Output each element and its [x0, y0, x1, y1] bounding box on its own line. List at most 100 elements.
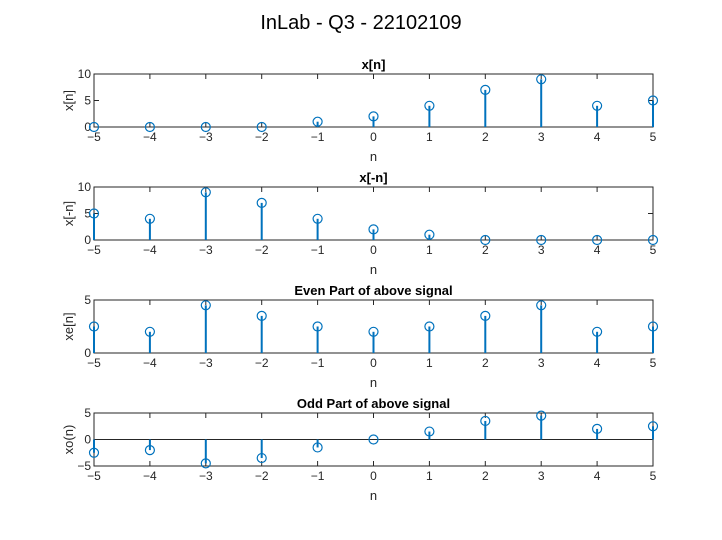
subplot-title: x[n] — [362, 57, 386, 72]
x-tick-label: 4 — [594, 243, 601, 257]
subplot-1: x[n] −5 −4 −3 −2 −1 0 1 2 3 4 5 0 5 10 n x[n] — [61, 57, 659, 164]
stem-marker — [591, 234, 603, 246]
stem-marker — [88, 121, 100, 133]
x-tick-label: 4 — [594, 469, 601, 483]
stem-marker — [88, 321, 100, 332]
x-tick-label: 5 — [650, 356, 657, 370]
y-tick-label: 0 — [84, 433, 91, 447]
stem-marker — [647, 321, 659, 332]
x-tick-label: −5 — [87, 243, 101, 257]
y-tick-label: 10 — [78, 67, 92, 81]
stem-marker — [536, 410, 547, 421]
x-tick-label: 4 — [594, 356, 601, 370]
subplot-2: x[-n] −5 −4 −3 −2 −1 0 1 2 3 4 5 0 5 10 n x[-n] — [61, 170, 659, 277]
x-tick-label: 0 — [370, 130, 377, 144]
stem-marker — [424, 229, 435, 240]
x-axis-label: n — [370, 375, 377, 390]
x-axis-label: n — [370, 149, 377, 164]
stem-marker — [480, 234, 491, 246]
x-tick-label: −1 — [311, 130, 325, 144]
x-tick-label: −1 — [311, 243, 325, 257]
figure-suptitle: InLab - Q3 - 22102109 — [260, 12, 461, 34]
x-tick-label: 5 — [650, 130, 657, 144]
stem-marker — [312, 442, 323, 453]
y-tick-label: 5 — [84, 406, 91, 420]
x-tick-label: −4 — [143, 469, 157, 483]
x-axis-label: n — [370, 262, 377, 277]
stem-marker — [200, 300, 211, 311]
y-axis-label: x[n] — [61, 90, 76, 111]
stem-marker — [144, 121, 155, 133]
y-axis-label: x[-n] — [61, 201, 76, 226]
x-tick-label: −3 — [199, 243, 213, 257]
y-tick-label: 5 — [84, 207, 91, 221]
x-tick-label: −1 — [311, 356, 325, 370]
x-tick-label: 2 — [482, 130, 489, 144]
stem-marker — [591, 326, 603, 337]
stem-marker — [368, 111, 379, 122]
stem-marker — [88, 208, 100, 219]
x-tick-label: −5 — [87, 356, 101, 370]
stem-marker — [480, 415, 491, 427]
stem-marker — [424, 426, 435, 437]
x-tick-label: −2 — [255, 130, 269, 144]
x-tick-label: −5 — [87, 469, 101, 483]
y-axis-label: xe[n] — [61, 312, 76, 340]
x-tick-label: −3 — [199, 469, 213, 483]
y-tick-label: 5 — [84, 94, 91, 108]
stem-marker — [256, 310, 267, 321]
subplot-title: x[-n] — [359, 170, 387, 185]
stem-marker — [647, 234, 659, 246]
y-tick-label: 5 — [84, 293, 91, 307]
x-tick-label: 3 — [538, 469, 545, 483]
y-tick-label: 10 — [78, 180, 92, 194]
x-tick-label: −4 — [143, 243, 157, 257]
stem-marker — [312, 213, 323, 224]
stem-marker — [256, 452, 267, 464]
x-tick-label: −4 — [143, 130, 157, 144]
x-tick-label: −1 — [311, 469, 325, 483]
stem-marker — [368, 326, 379, 337]
stem-marker — [591, 423, 603, 434]
stem-marker — [200, 187, 211, 198]
x-tick-label: 4 — [594, 130, 601, 144]
x-axis-label: n — [370, 488, 377, 503]
stem-marker — [312, 321, 323, 332]
stem-marker — [480, 84, 491, 96]
x-tick-label: 2 — [482, 469, 489, 483]
subplot-title: Odd Part of above signal — [297, 396, 450, 411]
x-tick-label: 3 — [538, 243, 545, 257]
x-tick-label: 1 — [426, 469, 433, 483]
stem-marker — [591, 100, 603, 111]
x-tick-label: 0 — [370, 469, 377, 483]
x-tick-label: 2 — [482, 243, 489, 257]
x-tick-label: −2 — [255, 469, 269, 483]
y-tick-label: 0 — [84, 346, 91, 360]
stem-marker — [144, 213, 155, 224]
subplot-4: Odd Part of above signal −5 −4 −3 −2 −1 0 1 2 3 4 5… — [61, 396, 659, 503]
x-tick-label: 0 — [370, 243, 377, 257]
stem-marker — [312, 116, 323, 127]
stem-marker — [88, 447, 100, 458]
x-tick-label: 5 — [650, 469, 657, 483]
stem-marker — [480, 310, 491, 321]
x-tick-label: −3 — [199, 356, 213, 370]
subplot-title: Even Part of above signal — [294, 283, 452, 298]
stem-marker — [368, 434, 379, 445]
stem-marker — [536, 234, 547, 246]
stem-marker — [200, 121, 211, 133]
stem-marker — [256, 197, 267, 208]
x-tick-label: 1 — [426, 130, 433, 144]
x-tick-label: 1 — [426, 243, 433, 257]
stem-marker — [200, 458, 211, 469]
x-tick-label: −5 — [87, 130, 101, 144]
stem-marker — [144, 326, 155, 337]
stem-marker — [536, 300, 547, 311]
x-tick-label: −2 — [255, 356, 269, 370]
subplot-3: Even Part of above signal −5 −4 −3 −2 −1 0 1 2 3 4… — [61, 283, 659, 390]
y-tick-label: 0 — [84, 120, 91, 134]
x-tick-label: −2 — [255, 243, 269, 257]
stem-marker — [536, 74, 547, 85]
